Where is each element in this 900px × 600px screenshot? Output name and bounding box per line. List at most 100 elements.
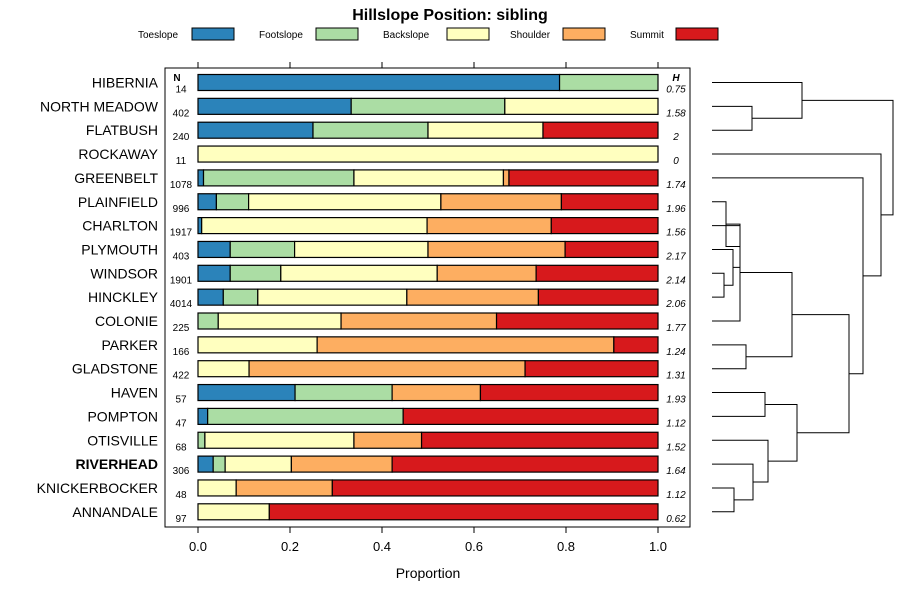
bar-segment-summit (479, 383, 659, 402)
bar-segment-footslope (207, 407, 404, 425)
legend: Toeslope Footslope Backslope Shoulder Summit (138, 27, 719, 41)
row-h-value: 1.93 (666, 395, 686, 406)
bar-segment-summit (537, 288, 659, 306)
x-tick-label: 0.8 (557, 539, 575, 554)
bar-segment-backslope (257, 288, 408, 306)
row-h-value: 1.77 (666, 323, 686, 334)
bar-segment-summit (560, 193, 659, 211)
dendrogram-link (712, 248, 734, 286)
x-tick-label: 0.0 (189, 539, 207, 554)
row-h-value: 2.17 (665, 251, 686, 262)
bar-segment-shoulder (290, 455, 393, 473)
bar-segment-footslope (202, 169, 355, 187)
bar-segment-footslope (294, 383, 393, 402)
dendrogram-link (712, 153, 882, 277)
bar-segment-backslope (197, 145, 659, 163)
dendrogram-link (712, 392, 766, 417)
row-label: GLADSTONE (72, 361, 158, 377)
bar-segment-shoulder (235, 479, 333, 497)
dendrogram-link (712, 82, 803, 119)
row-label: HIBERNIA (92, 75, 159, 91)
x-tick-label: 1.0 (649, 539, 667, 554)
dendrogram-link (712, 344, 747, 370)
bar-rows: HIBERNIA 14 0.75 NORTH MEADOW 402 1.58 FLATBUS… (37, 73, 686, 525)
row-h-value: 1.31 (666, 371, 685, 382)
row-h-value: 1.24 (666, 347, 686, 358)
bar-segment-backslope (197, 503, 270, 521)
x-tick-label: 0.4 (373, 539, 391, 554)
bar-segment-summit (495, 312, 659, 330)
row-h-value: 1.64 (666, 466, 686, 477)
bar-segment-summit (268, 503, 659, 521)
row-n-count: 57 (175, 395, 187, 406)
row-h-value: 2.14 (665, 275, 686, 286)
bar-segment-backslope (197, 336, 318, 354)
bar-segment-shoulder (406, 288, 539, 306)
row-n-count: 402 (173, 108, 190, 119)
dendrogram-link (712, 272, 725, 298)
bar-segment-summit (613, 336, 659, 354)
dendrogram-link (765, 403, 798, 462)
bar-segment-backslope (224, 455, 292, 473)
legend-label: Shoulder (510, 30, 551, 41)
row-h-value: 0.62 (666, 514, 686, 525)
bar-segment-shoulder (502, 169, 510, 187)
row-label: ROCKAWAY (78, 146, 158, 162)
x-axis-title: Proportion (396, 565, 461, 581)
dendrogram (712, 82, 894, 513)
row-n-count: 68 (175, 442, 187, 453)
row-h-value: 1.12 (666, 418, 686, 429)
row-label: PLAINFIELD (78, 194, 158, 210)
legend-swatch (562, 27, 606, 41)
row-n-count: 47 (175, 418, 187, 429)
bar-segment-shoulder (248, 360, 526, 378)
bar-segment-footslope (197, 431, 206, 449)
n-header: N (173, 73, 180, 84)
row-h-value: 0.75 (666, 85, 686, 96)
row-label: HAVEN (111, 385, 158, 401)
row-label: OTISVILLE (87, 432, 158, 448)
bar-segment-backslope (217, 312, 342, 330)
legend-swatch (446, 27, 490, 41)
bar-segment-backslope (353, 169, 505, 187)
bar-segment-toeslope (197, 407, 209, 425)
row-label: FLATBUSH (86, 122, 158, 138)
bar-segment-footslope (215, 193, 250, 211)
row-n-count: 403 (173, 251, 190, 262)
bar-segment-backslope (427, 121, 544, 139)
bar-segment-shoulder (426, 217, 552, 235)
row-label: COLONIE (95, 313, 158, 329)
bar-segment-summit (331, 479, 659, 497)
row-n-count: 48 (175, 490, 187, 501)
row-n-count: 225 (173, 323, 190, 334)
bar-segment-backslope (280, 264, 438, 282)
bar-segment-backslope (294, 240, 429, 259)
row-h-value: 1.56 (666, 228, 686, 239)
bar-segment-shoulder (316, 336, 615, 354)
row-label: PLYMOUTH (81, 241, 158, 257)
row-n-count: 1901 (170, 275, 193, 286)
row-label: ANNANDALE (72, 504, 158, 520)
row-h-value: 2 (672, 132, 679, 143)
bar-segment-footslope (229, 264, 282, 282)
x-axis: 0.0 0.2 0.4 0.6 0.8 1.0 (189, 62, 667, 554)
row-label: POMPTON (87, 408, 158, 424)
dendrogram-link (712, 105, 753, 131)
bar-segment-summit (420, 431, 659, 449)
bar-segment-toeslope (197, 288, 224, 306)
bar-segment-toeslope (197, 383, 296, 402)
legend-label: Backslope (383, 30, 430, 41)
row-n-count: 97 (175, 514, 187, 525)
legend-label: Toeslope (138, 30, 178, 41)
chart-title: Hillslope Position: sibling (352, 7, 548, 24)
row-n-count: 240 (173, 132, 190, 143)
legend-label: Footslope (259, 30, 303, 41)
row-n-count: 422 (173, 371, 190, 382)
x-tick-label: 0.6 (465, 539, 483, 554)
row-h-value: 1.74 (666, 180, 686, 191)
bar-segment-footslope (197, 312, 219, 330)
bar-segment-shoulder (340, 312, 498, 330)
row-label: KNICKERBOCKER (37, 480, 158, 496)
row-n-count: 14 (175, 85, 187, 96)
